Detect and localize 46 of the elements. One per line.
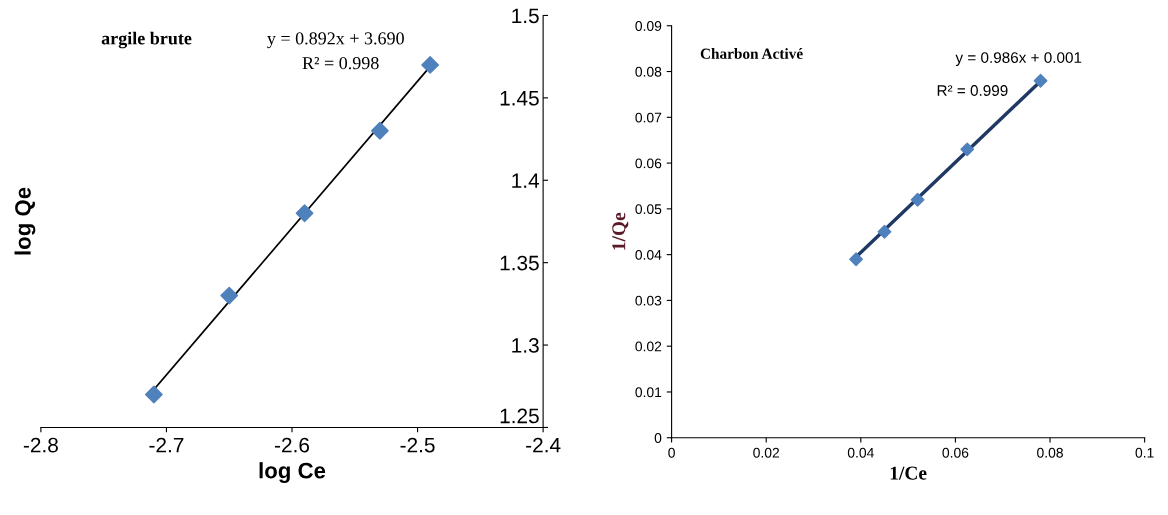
point bbox=[877, 224, 892, 239]
point bbox=[220, 286, 239, 305]
annotation: R² = 0.998 bbox=[302, 57, 379, 70]
y-tick-label: 0.03 bbox=[635, 295, 662, 306]
x-tick-label: 0.02 bbox=[753, 447, 780, 458]
x-tick-label: -2.4 bbox=[526, 437, 561, 453]
y-tick-label: 1.45 bbox=[500, 91, 539, 106]
y-tick-label: 1.35 bbox=[500, 255, 539, 271]
y-tick-label: 0.04 bbox=[635, 249, 662, 260]
point bbox=[1033, 73, 1048, 88]
y-tick-label: 1.5 bbox=[512, 8, 539, 24]
x-tick-label: -2.5 bbox=[400, 437, 435, 453]
y-tick-label: 0.07 bbox=[635, 112, 662, 123]
x-tick-label: -2.6 bbox=[274, 437, 310, 453]
point bbox=[295, 204, 314, 223]
y-axis-title: log Qe bbox=[14, 187, 36, 255]
x-tick-label: 0.08 bbox=[1037, 447, 1063, 458]
x-tick-label: 0.06 bbox=[942, 447, 969, 458]
annotation: Charbon Activé bbox=[700, 48, 803, 59]
x-tick-label: -2.8 bbox=[23, 437, 58, 453]
annotation: argile brute bbox=[101, 31, 192, 49]
point bbox=[421, 55, 440, 74]
x-tick-label: 0 bbox=[668, 447, 675, 458]
point bbox=[144, 385, 163, 404]
x-tick-label: -2.7 bbox=[149, 437, 184, 453]
x-tick-label: 0.04 bbox=[847, 447, 874, 458]
point bbox=[370, 121, 389, 140]
point bbox=[960, 142, 975, 157]
y-tick-label: 0.01 bbox=[635, 387, 662, 398]
y-tick-label: 1.25 bbox=[500, 408, 539, 424]
y-tick-label: 1.3 bbox=[512, 338, 539, 353]
x-axis-title: log Ce bbox=[259, 462, 326, 483]
point bbox=[910, 192, 925, 207]
annotation: R² = 0.999 bbox=[937, 85, 1008, 96]
x-tick-label: 0.1 bbox=[1135, 447, 1154, 458]
y-tick-label: 0.09 bbox=[635, 21, 662, 31]
y-tick-label: 0.06 bbox=[635, 158, 662, 169]
annotation: y = 0.986x + 0.001 bbox=[955, 52, 1082, 66]
x-axis-title: 1/Ce bbox=[890, 466, 927, 480]
y-tick-label: 0.08 bbox=[635, 66, 662, 77]
annotation: y = 0.892x + 3.690 bbox=[267, 32, 404, 49]
y-tick-label: 0.02 bbox=[635, 341, 662, 352]
point bbox=[849, 252, 863, 267]
y-axis-title: 1/Qe bbox=[612, 212, 629, 250]
y-tick-label: 1.4 bbox=[512, 173, 540, 188]
y-tick-label: 0.05 bbox=[635, 204, 662, 215]
